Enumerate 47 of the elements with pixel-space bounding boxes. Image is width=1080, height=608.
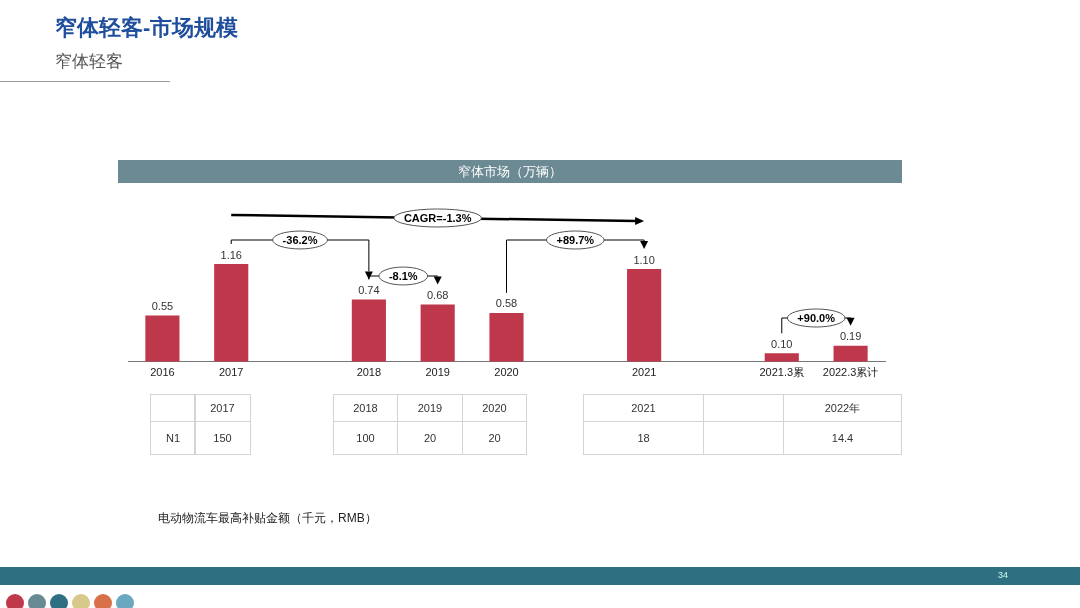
text: 电动物流车最高补贴金额（千元，RMB） [158,510,377,527]
data-label: 0.19 [839,330,862,343]
bar [627,269,662,362]
category-label: 2022年 [783,394,902,422]
bar [833,345,868,362]
x-tick-label: 2022.3累计 [822,366,879,379]
x-tick-label: 2019 [425,366,450,379]
text: 150 [194,421,251,455]
text: CAGR=-1.3% [403,212,472,225]
text: 14.4 [783,421,902,455]
text: 窄体市场（万辆） [118,160,902,183]
x-tick-label: 2021 [631,366,657,379]
category-label: 2019 [397,394,463,422]
x-tick-label: 2016 [150,366,175,379]
category-label: 2018 [333,394,398,422]
chart-subtitle: 窄体轻客 [55,51,123,73]
text: 20 [462,421,527,455]
bar [351,299,386,362]
data-label: 0.55 [151,299,174,312]
bar [420,304,455,362]
x-tick-label: 2018 [356,366,382,379]
bar [214,264,249,362]
chart-title: 窄体轻客-市场规模 [55,14,239,42]
data-label: 0.58 [495,297,518,310]
category-label: N1 [165,432,181,444]
text: 100 [333,421,398,455]
data-label: 0.68 [426,289,449,301]
bar [764,353,799,362]
bar [145,315,180,362]
data-label: 1.16 [220,248,242,261]
x-tick-label: 2020 [494,366,519,379]
annotation: +90.0% [797,312,836,325]
text: -36.2% [282,234,318,247]
category-label: 2017 [194,394,251,422]
bar [489,312,524,362]
data-label: 0.10 [771,337,793,350]
x-tick-label: 2017 [218,366,244,379]
text: 20 [397,421,463,455]
data-label: 1.10 [633,253,655,266]
category-label: 2020 [462,394,527,422]
text: 18 [583,421,704,455]
data-label: 0.74 [358,283,380,296]
text: 34 [998,570,1009,580]
annotation: -8.1% [388,270,418,283]
x-tick-label: 2021.3累 [759,366,805,379]
text: +89.7% [556,234,595,247]
category-label: 2021 [583,394,704,422]
